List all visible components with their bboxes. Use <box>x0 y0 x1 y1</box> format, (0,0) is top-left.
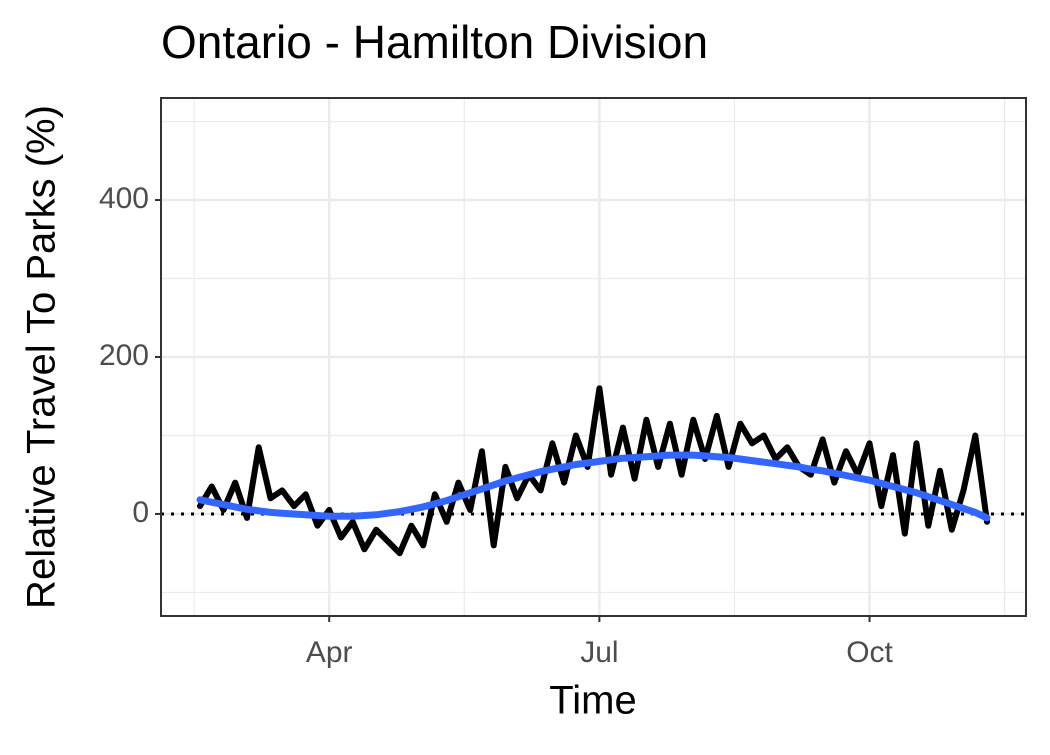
y-tick-label: 200 <box>99 339 149 372</box>
x-tick-label: Oct <box>846 636 893 669</box>
plot-border <box>160 97 1027 617</box>
y-axis-label: Relative Travel To Parks (%) <box>20 105 64 609</box>
x-tick-label: Apr <box>306 636 353 669</box>
y-tick-label: 0 <box>132 496 149 529</box>
trend-line <box>196 451 991 522</box>
chart-title: Ontario - Hamilton Division <box>161 16 708 68</box>
x-axis-label: Time <box>549 679 636 723</box>
x-tick-label: Jul <box>580 636 618 669</box>
y-tick-label: 400 <box>99 182 149 215</box>
